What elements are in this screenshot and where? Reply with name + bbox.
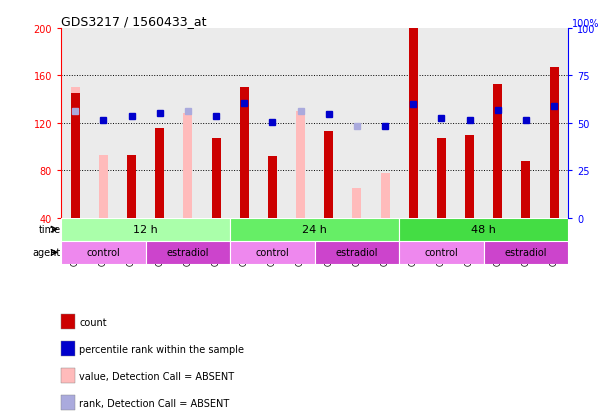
- Bar: [521, 161, 530, 218]
- Bar: [202, 29, 230, 218]
- Bar: [493, 85, 502, 218]
- Text: rank, Detection Call = ABSENT: rank, Detection Call = ABSENT: [79, 398, 230, 408]
- Text: percentile rank within the sample: percentile rank within the sample: [79, 344, 244, 354]
- Text: agent: agent: [33, 248, 61, 258]
- Bar: [89, 29, 117, 218]
- Bar: [71, 94, 79, 218]
- Bar: [512, 29, 540, 218]
- Bar: [145, 241, 230, 264]
- Bar: [550, 68, 558, 218]
- Text: estradiol: estradiol: [167, 248, 209, 258]
- Text: estradiol: estradiol: [505, 248, 547, 258]
- Bar: [174, 29, 202, 218]
- Bar: [268, 157, 277, 218]
- Bar: [127, 155, 136, 218]
- Bar: [240, 88, 249, 218]
- Bar: [484, 241, 568, 264]
- Bar: [399, 241, 484, 264]
- Bar: [61, 241, 145, 264]
- Text: control: control: [425, 248, 458, 258]
- Bar: [381, 173, 390, 218]
- Bar: [315, 241, 399, 264]
- Text: 100%: 100%: [573, 19, 600, 29]
- Bar: [211, 139, 221, 218]
- Bar: [99, 155, 108, 218]
- Bar: [258, 29, 287, 218]
- Bar: [61, 29, 89, 218]
- Text: GDS3217 / 1560433_at: GDS3217 / 1560433_at: [61, 15, 207, 28]
- Bar: [427, 29, 456, 218]
- Bar: [540, 29, 568, 218]
- Bar: [409, 29, 418, 218]
- Text: count: count: [79, 317, 107, 327]
- Bar: [230, 241, 315, 264]
- Text: value, Detection Call = ABSENT: value, Detection Call = ABSENT: [79, 371, 235, 381]
- Bar: [61, 218, 230, 241]
- Bar: [465, 135, 474, 218]
- Bar: [230, 29, 258, 218]
- Bar: [484, 29, 512, 218]
- Bar: [324, 132, 333, 218]
- Bar: [240, 90, 249, 218]
- Bar: [437, 139, 446, 218]
- Bar: [456, 29, 484, 218]
- Text: 12 h: 12 h: [133, 225, 158, 235]
- Text: control: control: [87, 248, 120, 258]
- Text: 48 h: 48 h: [471, 225, 496, 235]
- Text: control: control: [255, 248, 289, 258]
- Text: 24 h: 24 h: [302, 225, 327, 235]
- Bar: [353, 188, 362, 218]
- Bar: [399, 218, 568, 241]
- Bar: [145, 29, 174, 218]
- Bar: [371, 29, 399, 218]
- Bar: [230, 218, 399, 241]
- Bar: [315, 29, 343, 218]
- Text: estradiol: estradiol: [335, 248, 378, 258]
- Text: time: time: [39, 225, 61, 235]
- Bar: [117, 29, 145, 218]
- Bar: [343, 29, 371, 218]
- Bar: [155, 128, 164, 218]
- Bar: [71, 88, 79, 218]
- Bar: [296, 112, 305, 218]
- Bar: [399, 29, 427, 218]
- Bar: [287, 29, 315, 218]
- Bar: [183, 114, 192, 218]
